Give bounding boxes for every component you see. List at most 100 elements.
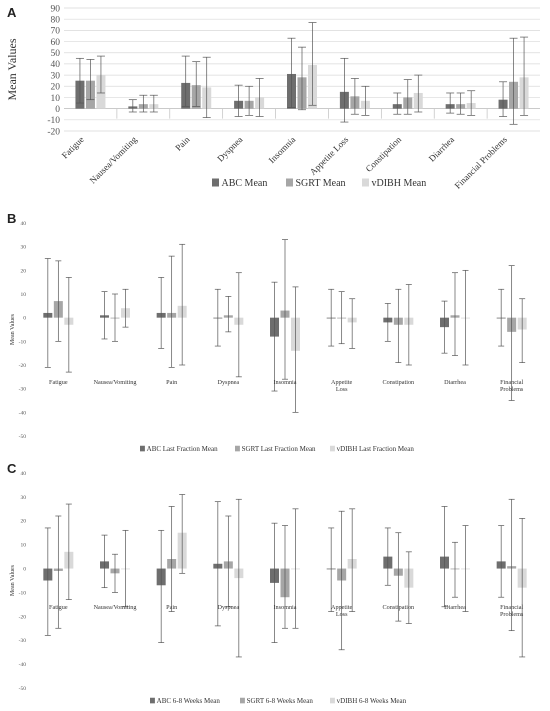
chart-b-error-bar-vdibh-last-fraction-mean-fatigue [65,277,72,373]
chart-c-error-bar-sgrt-6-8-weeks-mean-constipation [395,532,402,622]
chart-b-y-tick-label: -10 [19,339,27,345]
chart-a-category-label: Fatigue [60,134,86,160]
chart-c-error-bar-sgrt-6-8-weeks-mean-dyspnea [225,515,232,608]
chart-a-category-label: Nausea/Vomiting [88,134,139,185]
svg-text:ABC 6-8 Weeks Mean: ABC 6-8 Weeks Mean [157,697,221,705]
chart-b-error-bar-abc-last-fraction-mean-pain [158,277,165,349]
chart-c-error-bar-vdibh-6-8-weeks-mean-dyspnea [235,498,242,658]
chart-b-error-bar-vdibh-last-fraction-mean-constipation [405,284,412,366]
chart-c-category-label: Financial Problems [500,604,524,618]
chart-b-legend-item-abc-last-fraction-mean: ABC Last Fraction Mean [140,445,218,453]
chart-a-y-axis-label: Mean Values [5,38,19,100]
chart-a-error-bar-abc-mean-appetite-loss [340,57,349,123]
chart-c-error-bar-sgrt-6-8-weeks-mean-insomnia [282,525,288,629]
chart-c-error-bar-vdibh-6-8-weeks-mean-insomnia [292,508,299,629]
chart-b-y-tick-label: 40 [21,221,27,227]
chart-b-y-tick-label: 30 [21,245,27,251]
chart-c-error-bar-vdibh-6-8-weeks-mean-diarrhea [462,525,469,612]
chart-b-y-tick-label: -50 [19,434,27,440]
chart-b-error-bar-abc-last-fraction-mean-dyspnea [214,288,221,347]
chart-b-error-bar-sgrt-last-fraction-mean-nausea-vomiting [112,293,118,342]
chart-b-category-label: Insomnia [273,379,296,386]
chart-a-error-bar-sgrt-mean-dyspnea [245,85,254,116]
chart-c-y-tick-label: -20 [19,614,27,620]
chart-b-error-bar-sgrt-last-fraction-mean-dyspnea [225,296,232,333]
chart-c-error-bar-vdibh-6-8-weeks-mean-nausea-vomiting [122,529,129,608]
chart-c-y-tick-label: -40 [19,662,27,668]
chart-a-error-bar-vdibh-mean-diarrhea [467,90,476,116]
chart-a-error-bar-sgrt-mean-constipation [403,79,412,115]
chart-a-error-bar-vdibh-mean-insomnia [308,22,317,106]
chart-b-error-bar-sgrt-last-fraction-mean-insomnia [282,239,288,380]
chart-b-y-tick-label: 10 [21,292,27,298]
chart-c-category-label: Pain [166,604,177,611]
chart-b-category-label: Pain [166,379,177,386]
chart-a-y-tick-label: 10 [51,94,61,104]
chart-b-legend-item-sgrt-last-fraction-mean: SGRT Last Fraction Mean [235,445,316,453]
chart-c: -50 -40 -30 -20 -10 0 10 20 30 40 Mean Values Fatig… [10,471,527,705]
chart-c-legend-item-sgrt-6-8-weeks-mean: SGRT 6-8 Weeks Mean [240,697,313,705]
chart-a-y-tick-label: -10 [47,116,60,126]
chart-b-error-bar-abc-last-fraction-mean-constipation [384,303,391,342]
chart-b-category-label: Appetite Loss [331,379,353,393]
chart-b-error-bar-sgrt-last-fraction-mean-diarrhea [452,272,458,356]
chart-a-category-label: Constipation [364,134,404,174]
chart-b-y-tick-label: 0 [23,316,26,322]
chart-c-category-label: Appetite Loss [331,604,353,618]
chart-b-error-bar-abc-last-fraction-mean-nausea-vomiting [101,291,108,340]
chart-c-error-bar-abc-6-8-weeks-mean-insomnia [271,522,278,643]
chart-c-error-bar-vdibh-6-8-weeks-mean-financial-problems [519,518,526,658]
chart-c-error-bar-vdibh-6-8-weeks-mean-constipation [405,551,412,624]
chart-b-y-tick-label: -20 [19,363,27,369]
chart-a-error-bar-vdibh-mean-nausea-vomiting [149,94,158,113]
chart-b-y-axis-label: Mean Values [10,313,16,345]
chart-a-y-tick-label: -20 [47,127,60,137]
chart-a-error-bar-abc-mean-diarrhea [446,92,455,114]
chart-b-category-label: Financial Problems [500,379,524,393]
chart-c-y-axis-label: Mean Values [10,564,16,596]
chart-a-y-tick-label: 20 [51,83,61,93]
chart-c-error-bar-abc-6-8-weeks-mean-diarrhea [441,506,448,608]
chart-c-error-bar-sgrt-6-8-weeks-mean-nausea-vomiting [112,553,118,593]
chart-c-category-label: Constipation [383,604,415,611]
panel-label-a: A [7,5,17,20]
chart-c-error-bar-abc-6-8-weeks-mean-fatigue [44,527,51,636]
svg-text:ABC Last Fraction Mean: ABC Last Fraction Mean [147,445,218,453]
chart-a-error-bar-vdibh-mean-constipation [414,74,423,113]
chart-b-category-label: Nausea/Vomiting [94,379,137,386]
chart-c-error-bar-abc-6-8-weeks-mean-dyspnea [214,501,221,627]
chart-c-error-bar-sgrt-6-8-weeks-mean-pain [168,506,175,612]
chart-b: -50 -40 -30 -20 -10 0 10 20 30 40 Mean Values Fatig… [10,221,527,453]
chart-a-y-tick-label: 80 [51,16,61,26]
chart-a-error-bar-vdibh-mean-dyspnea [255,78,264,117]
chart-b-error-bar-vdibh-last-fraction-mean-financial-problems [519,298,526,363]
chart-a-category-label: Dyspnea [215,134,244,163]
chart-c-error-bar-abc-6-8-weeks-mean-nausea-vomiting [101,534,108,589]
chart-a-error-bar-abc-mean-dyspnea [234,84,243,117]
chart-b-error-bar-abc-last-fraction-mean-financial-problems [498,288,505,347]
chart-b-error-bar-abc-last-fraction-mean-insomnia [271,281,278,392]
chart-b-error-bar-sgrt-last-fraction-mean-fatigue [55,260,62,342]
chart-a-error-bar-abc-mean-insomnia [287,37,296,108]
chart-a-y-tick-label: 0 [55,105,60,115]
chart-c-error-bar-abc-6-8-weeks-mean-appetite-loss [328,527,335,612]
chart-c-error-bar-vdibh-6-8-weeks-mean-fatigue [65,503,72,600]
chart-a-y-tick-label: 60 [51,38,61,48]
chart-c-error-bar-vdibh-6-8-weeks-mean-appetite-loss [349,508,356,612]
chart-c-y-tick-label: -10 [19,590,27,596]
chart-c-category-label: Nausea/Vomiting [94,604,137,611]
chart-c-y-tick-label: -30 [19,638,27,644]
chart-b-error-bar-vdibh-last-fraction-mean-diarrhea [462,269,469,366]
chart-b-error-bar-abc-last-fraction-mean-appetite-loss [328,288,335,347]
chart-b-error-bar-abc-last-fraction-mean-diarrhea [441,300,448,354]
chart-c-error-bar-abc-6-8-weeks-mean-constipation [384,527,391,586]
svg-text:vDIBH Last Fraction Mean: vDIBH Last Fraction Mean [337,445,415,453]
chart-c-y-tick-label: 10 [21,543,27,549]
chart-b-error-bar-sgrt-last-fraction-mean-financial-problems [508,265,515,401]
chart-a-error-bar-abc-mean-financial-problems [499,81,508,117]
chart-c-error-bar-abc-6-8-weeks-mean-pain [158,529,165,643]
chart-a-error-bar-sgrt-mean-nausea-vomiting [139,94,148,113]
chart-b-legend-item-vdibh-last-fraction-mean: vDIBH Last Fraction Mean [330,445,414,453]
chart-b-category-label: Fatigue [49,379,68,386]
